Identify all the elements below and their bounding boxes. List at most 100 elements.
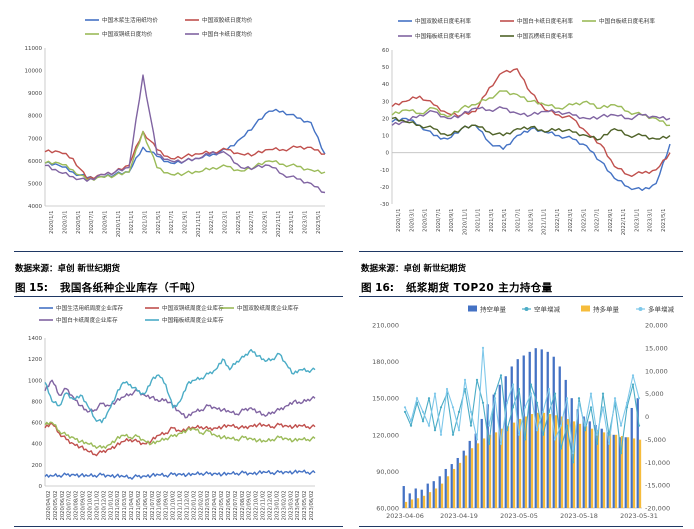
y-tick-label: 1000 [28, 378, 42, 384]
bar [638, 439, 642, 508]
legend-label: 中国白卡纸日度均价 [202, 30, 253, 38]
x-tick-label: 2022/5/1 [236, 211, 242, 234]
x-tick-label: 2020/07/02 [67, 491, 73, 521]
x-tick-label: 2020/9/1 [103, 211, 109, 234]
y-tick-label: 200 [32, 463, 43, 469]
x-tick-label: 2021/9/1 [183, 211, 189, 234]
series-point [529, 392, 533, 395]
series-point [451, 406, 455, 409]
bar [486, 404, 489, 508]
x-tick-label: 2020/12/02 [101, 491, 107, 521]
x-tick-label: 2023/05/02 [302, 491, 308, 521]
x-tick-label: 2022/09/02 [247, 491, 253, 521]
legend-label: 持空单量 [480, 305, 507, 314]
divider-line [359, 526, 683, 527]
x-tick-label: 2021/7/1 [515, 209, 521, 232]
series-point [559, 424, 563, 427]
series-line [391, 106, 671, 126]
x-tick-label: 2023/02/02 [281, 491, 287, 521]
bar [458, 462, 462, 508]
bar [410, 499, 414, 508]
bar [578, 423, 582, 508]
bar [470, 448, 474, 508]
bar [464, 455, 468, 508]
x-tick-label: 2021/06/02 [143, 491, 149, 521]
series-line [391, 90, 671, 127]
series-point [493, 397, 497, 400]
series-point [409, 424, 413, 427]
x-tick-label: 2023/3/1 [648, 209, 654, 232]
bar [566, 418, 570, 508]
bar [576, 409, 579, 508]
series-point [607, 433, 611, 436]
y-tick-label: 6000 [28, 159, 42, 165]
y-tick-label: -10 [380, 168, 389, 174]
series-line [44, 74, 326, 194]
bar [480, 418, 483, 508]
y2-tick-label: -10,000 [645, 459, 670, 467]
bar [404, 501, 408, 508]
y-tick-label: 400 [32, 442, 43, 448]
legend-label: 中国白板纸日度毛利率 [599, 17, 655, 25]
x-tick-label: 2020/10/02 [88, 491, 94, 521]
series-point [631, 383, 635, 386]
bar [602, 432, 606, 508]
x-tick-label: 2022/05/02 [219, 491, 225, 521]
series-point [481, 401, 485, 404]
series-point [601, 406, 605, 409]
y-tick-label: 30 [382, 99, 389, 105]
series-point [445, 387, 449, 391]
bar [626, 437, 630, 508]
series-point [403, 410, 407, 413]
bar [512, 422, 516, 508]
y2-tick-label: 10,000 [645, 367, 668, 375]
x-tick-label: 2020/3/1 [63, 211, 69, 234]
x-tick-label: 2020/1/1 [396, 209, 402, 232]
y-tick-label: 210,000 [372, 322, 399, 330]
bar [422, 495, 426, 508]
series-point [589, 406, 593, 409]
x-tick-label: 2021/10/02 [171, 491, 177, 521]
bar [548, 414, 552, 508]
series-line [44, 348, 316, 424]
series-point [577, 397, 581, 400]
x-tick-label: 2021/7/1 [169, 211, 175, 234]
bar [528, 351, 531, 508]
series-point [613, 397, 617, 400]
bar [408, 493, 411, 508]
y-tick-label: 11000 [25, 46, 43, 52]
bar [432, 481, 435, 508]
series-point [535, 429, 539, 432]
bar [488, 434, 492, 508]
y-tick-label: 50 [382, 65, 389, 71]
figure-caption-15: 图 15: 我国各纸种企业库存（千吨） [15, 280, 202, 295]
x-tick-label: 2020/06/02 [60, 491, 66, 521]
bar [584, 426, 588, 508]
x-tick-label: 2021/11/02 [178, 491, 184, 521]
chart-gross-margins-svg: -30 -20 -10 0 10 20 30 40 50 60 2020/1/1 2020/3/1 20… [380, 17, 671, 235]
series-point [421, 410, 425, 413]
legend-swatch [468, 305, 477, 312]
x-tick-label: 2023/5/1 [661, 209, 667, 232]
bar [476, 443, 480, 508]
divider-line [14, 526, 343, 527]
series-point [571, 452, 575, 455]
series-point [421, 420, 425, 423]
x-tick-label: 2020/05/02 [53, 491, 59, 521]
legend-label: 中国双胶纸周度企业库存 [237, 304, 299, 312]
x-tick-label: 2022/7/1 [249, 211, 255, 234]
legend-label: 中国双胶纸日度毛利率 [415, 17, 471, 25]
x-tick-label: 2020/1/1 [49, 211, 55, 234]
bar [614, 434, 618, 508]
legend-label: 持多单量 [593, 305, 620, 314]
y-tick-label: 10 [382, 134, 389, 140]
bar [588, 421, 591, 508]
y-tick-label: -30 [380, 202, 389, 208]
bar [546, 351, 549, 508]
x-tick-label: 2020/7/1 [436, 209, 442, 232]
x-tick-label: 2022/1/1 [209, 211, 215, 234]
x-tick-label: 2022/9/1 [608, 209, 614, 232]
series-point [625, 401, 629, 404]
y-tick-label: 5000 [28, 181, 42, 187]
